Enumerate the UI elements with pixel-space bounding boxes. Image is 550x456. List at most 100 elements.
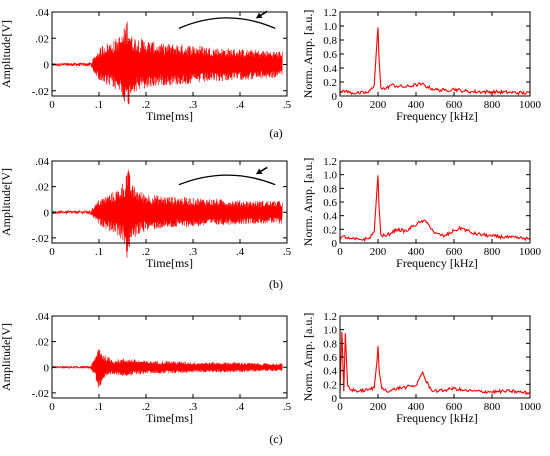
panel-label: (c) xyxy=(269,432,282,446)
chart-b-time: 0.1.2.3.4.5-.020.02.04Time[ms]Amplitude[… xyxy=(0,156,292,270)
y-tick-label: 0 xyxy=(44,207,50,219)
plot-frame xyxy=(339,11,531,97)
plot-frame xyxy=(51,315,288,399)
x-tick-label: 1000 xyxy=(519,99,542,111)
y-tick-label: 1.0 xyxy=(323,21,337,33)
panel-label: (b) xyxy=(269,277,283,291)
chart-c-time: 0.1.2.3.4.5-.020.02.04Time[ms]Amplitude[… xyxy=(0,311,292,425)
chart-b-freq: 0 200 400 600 800 100000.20.40.60.81.01.2Freq… xyxy=(301,156,542,270)
x-tick-label: 200 xyxy=(370,401,387,413)
x-tick-label: 0 xyxy=(337,401,343,413)
y-tick-label: .04 xyxy=(35,311,49,323)
x-tick-label: 400 xyxy=(408,401,425,413)
y-tick-label: -.02 xyxy=(32,86,49,98)
x-axis-label: Time[ms] xyxy=(146,256,193,270)
x-tick-label: .1 xyxy=(95,99,103,111)
x-tick-label: .4 xyxy=(236,99,245,111)
x-tick-label: .1 xyxy=(95,401,103,413)
x-tick-label: .4 xyxy=(236,246,245,258)
x-tick-label: .5 xyxy=(283,99,292,111)
y-axis-label: Norm. Amp. [a.u.] xyxy=(301,313,315,402)
x-tick-label: 600 xyxy=(446,401,463,413)
x-tick-label: .2 xyxy=(142,401,150,413)
envelope-arc xyxy=(178,174,276,186)
y-tick-label: 0.2 xyxy=(323,77,337,89)
y-tick-label: 1.0 xyxy=(323,170,337,182)
y-tick-label: 0.8 xyxy=(323,183,337,195)
x-tick-label: 800 xyxy=(484,401,501,413)
panel-label: (a) xyxy=(269,126,282,140)
y-axis-label: Amplitude[V] xyxy=(0,168,13,236)
x-tick-label: 400 xyxy=(408,99,425,111)
x-tick-label: 0 xyxy=(337,99,343,111)
x-tick-label: 200 xyxy=(370,99,387,111)
y-axis-label: Amplitude[V] xyxy=(0,323,13,391)
y-tick-label: 0.2 xyxy=(323,224,337,236)
x-tick-label: 0 xyxy=(49,401,55,413)
y-tick-label: .04 xyxy=(35,156,49,168)
y-tick-label: 0 xyxy=(332,393,338,405)
plot-frame xyxy=(51,11,288,97)
y-tick-label: 1.0 xyxy=(323,325,337,337)
y-tick-label: 0.4 xyxy=(323,366,337,378)
x-tick-label: 800 xyxy=(484,99,501,111)
x-tick-label: 0 xyxy=(49,246,55,258)
x-tick-label: 1000 xyxy=(519,401,542,413)
arrow-head xyxy=(256,12,263,19)
x-tick-label: 600 xyxy=(446,246,463,258)
y-tick-label: 0.8 xyxy=(323,35,337,47)
y-tick-label: 0 xyxy=(332,91,338,103)
y-axis-label: Amplitude[V] xyxy=(0,20,13,88)
x-axis-label: Frequency [kHz] xyxy=(396,109,478,123)
y-tick-label: 0.6 xyxy=(323,49,337,61)
plot-frame xyxy=(339,160,531,244)
chart-a-time: 0.1.2.3.4.5-.020.02.04Time[ms]Amplitude[… xyxy=(0,7,292,123)
y-tick-label: .04 xyxy=(35,7,49,19)
y-tick-label: 0 xyxy=(44,60,50,72)
chart-c-freq: 0 200 400 600 800 100000.20.40.60.81.01.2Freq… xyxy=(301,311,542,425)
series-line xyxy=(339,27,531,96)
series-line xyxy=(51,21,283,105)
x-tick-label: .3 xyxy=(189,246,198,258)
x-tick-label: 400 xyxy=(408,246,425,258)
y-tick-label: 1.2 xyxy=(323,156,337,168)
arrow-head xyxy=(256,168,263,175)
x-axis-label: Time[ms] xyxy=(146,411,193,425)
y-tick-label: 0.6 xyxy=(323,197,337,209)
series-line xyxy=(51,169,283,258)
y-tick-label: 1.2 xyxy=(323,7,337,19)
y-tick-label: 0.8 xyxy=(323,338,337,350)
x-axis-label: Frequency [kHz] xyxy=(396,411,478,425)
y-tick-label: 0.2 xyxy=(323,379,337,391)
x-tick-label: .4 xyxy=(236,401,245,413)
y-axis-label: Norm. Amp. [a.u.] xyxy=(301,158,315,247)
x-tick-label: .5 xyxy=(283,246,292,258)
y-tick-label: 0.6 xyxy=(323,352,337,364)
y-axis-label: Norm. Amp. [a.u.] xyxy=(301,10,315,99)
x-tick-label: 600 xyxy=(446,99,463,111)
series-line xyxy=(339,175,531,243)
y-tick-label: -.02 xyxy=(32,233,49,245)
x-tick-label: .1 xyxy=(95,246,103,258)
x-tick-label: 1000 xyxy=(519,246,542,258)
series-line xyxy=(51,348,283,388)
x-tick-label: .3 xyxy=(189,99,198,111)
x-tick-label: .5 xyxy=(283,401,292,413)
series-line xyxy=(339,331,531,396)
envelope-arc xyxy=(178,17,276,30)
x-tick-label: .2 xyxy=(142,99,150,111)
x-tick-label: 200 xyxy=(370,246,387,258)
y-tick-label: 0.4 xyxy=(323,211,337,223)
y-tick-label: .02 xyxy=(35,182,49,194)
y-tick-label: 1.2 xyxy=(323,311,337,323)
x-axis-label: Frequency [kHz] xyxy=(396,256,478,270)
y-tick-label: .02 xyxy=(35,337,49,349)
y-tick-label: -.02 xyxy=(32,388,49,400)
x-tick-label: .3 xyxy=(189,401,198,413)
x-axis-label: Time[ms] xyxy=(146,109,193,123)
x-tick-label: .2 xyxy=(142,246,150,258)
plot-frame xyxy=(51,160,288,244)
chart-a-freq: 0 200 400 600 800 100000.20.40.60.81.01.2Freq… xyxy=(301,7,542,123)
x-tick-label: 0 xyxy=(49,99,55,111)
